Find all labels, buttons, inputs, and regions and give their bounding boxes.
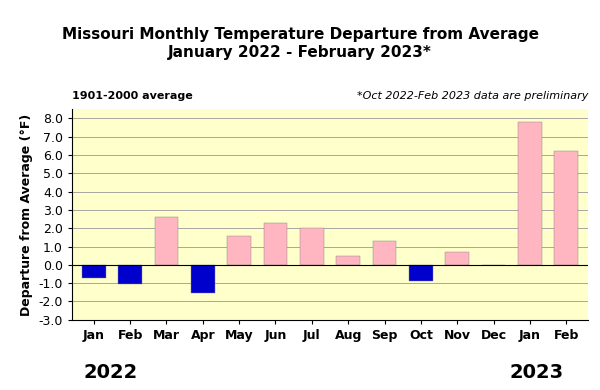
Text: 2022: 2022 [84, 363, 138, 382]
Text: 2023: 2023 [510, 363, 564, 382]
Bar [300, 228, 323, 265]
Y-axis label: Departure from Average (°F): Departure from Average (°F) [20, 113, 33, 316]
Text: *Oct 2022-Feb 2023 data are preliminary: *Oct 2022-Feb 2023 data are preliminary [356, 91, 588, 101]
Bar [227, 236, 251, 265]
Bar [518, 122, 542, 265]
Bar [373, 241, 397, 265]
Text: Missouri Monthly Temperature Departure from Average
January 2022 - February 2023: Missouri Monthly Temperature Departure f… [62, 27, 539, 60]
Bar [263, 223, 287, 265]
Bar [445, 252, 469, 265]
Bar [337, 256, 360, 265]
Bar [554, 151, 578, 265]
Text: 1901-2000 average: 1901-2000 average [72, 91, 193, 101]
Bar [118, 265, 142, 284]
Bar [82, 265, 106, 278]
Bar [409, 265, 433, 281]
Bar [191, 265, 215, 293]
Bar [155, 217, 178, 265]
